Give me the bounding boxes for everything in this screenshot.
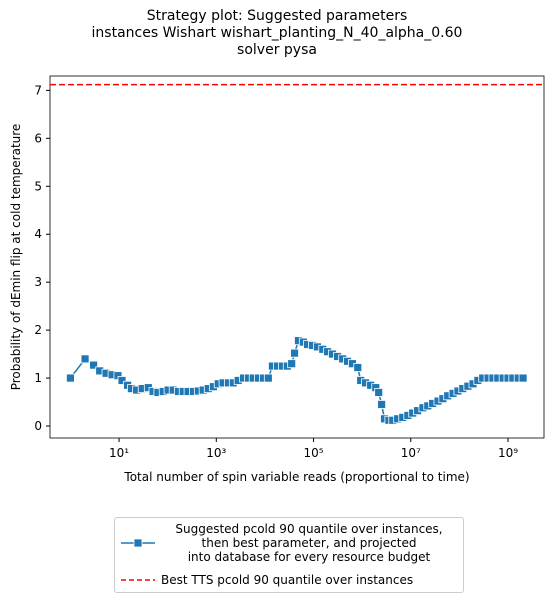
plot-frame <box>49 75 545 439</box>
marker <box>263 373 273 383</box>
y-tick-label: 4 <box>34 227 42 241</box>
y-tick-label: 1 <box>34 371 42 385</box>
marker <box>377 400 386 409</box>
y-tick-label: 5 <box>34 179 42 193</box>
y-tick-label: 3 <box>34 275 42 289</box>
legend-swatch <box>121 538 155 548</box>
marker <box>353 363 363 372</box>
marker <box>89 360 99 370</box>
legend-item: Best TTS pcold 90 quantile over instance… <box>119 572 413 588</box>
x-tick-label: 10¹ <box>109 446 129 460</box>
marker <box>518 373 528 383</box>
legend: Suggested pcold 90 quantile over instanc… <box>114 517 464 593</box>
y-axis-label: Probability of dEmin flip at cold temper… <box>9 124 23 391</box>
x-axis-label: Total number of spin variable reads (pro… <box>123 470 469 484</box>
marker <box>374 388 384 397</box>
y-tick-label: 7 <box>34 83 42 97</box>
legend-label: Best TTS pcold 90 quantile over instance… <box>161 573 414 587</box>
marker <box>66 373 75 383</box>
x-tick-label: 10⁵ <box>303 446 323 460</box>
x-tick-label: 10³ <box>206 446 226 460</box>
marker <box>290 348 299 358</box>
legend-swatch <box>121 579 155 581</box>
legend-label: Suggested pcold 90 quantile over instanc… <box>175 522 443 564</box>
x-tick-label: 10⁹ <box>498 446 518 460</box>
legend-marker <box>133 538 143 548</box>
x-tick-label: 10⁷ <box>401 446 421 460</box>
marker <box>287 359 297 369</box>
marker <box>80 354 90 364</box>
y-tick-label: 6 <box>34 131 42 145</box>
y-tick-label: 0 <box>34 419 42 433</box>
marker <box>117 376 127 385</box>
legend-item: Suggested pcold 90 quantile over instanc… <box>119 521 459 565</box>
y-tick-label: 2 <box>34 323 42 337</box>
chart-title: Strategy plot: Suggested parameters inst… <box>91 8 463 58</box>
